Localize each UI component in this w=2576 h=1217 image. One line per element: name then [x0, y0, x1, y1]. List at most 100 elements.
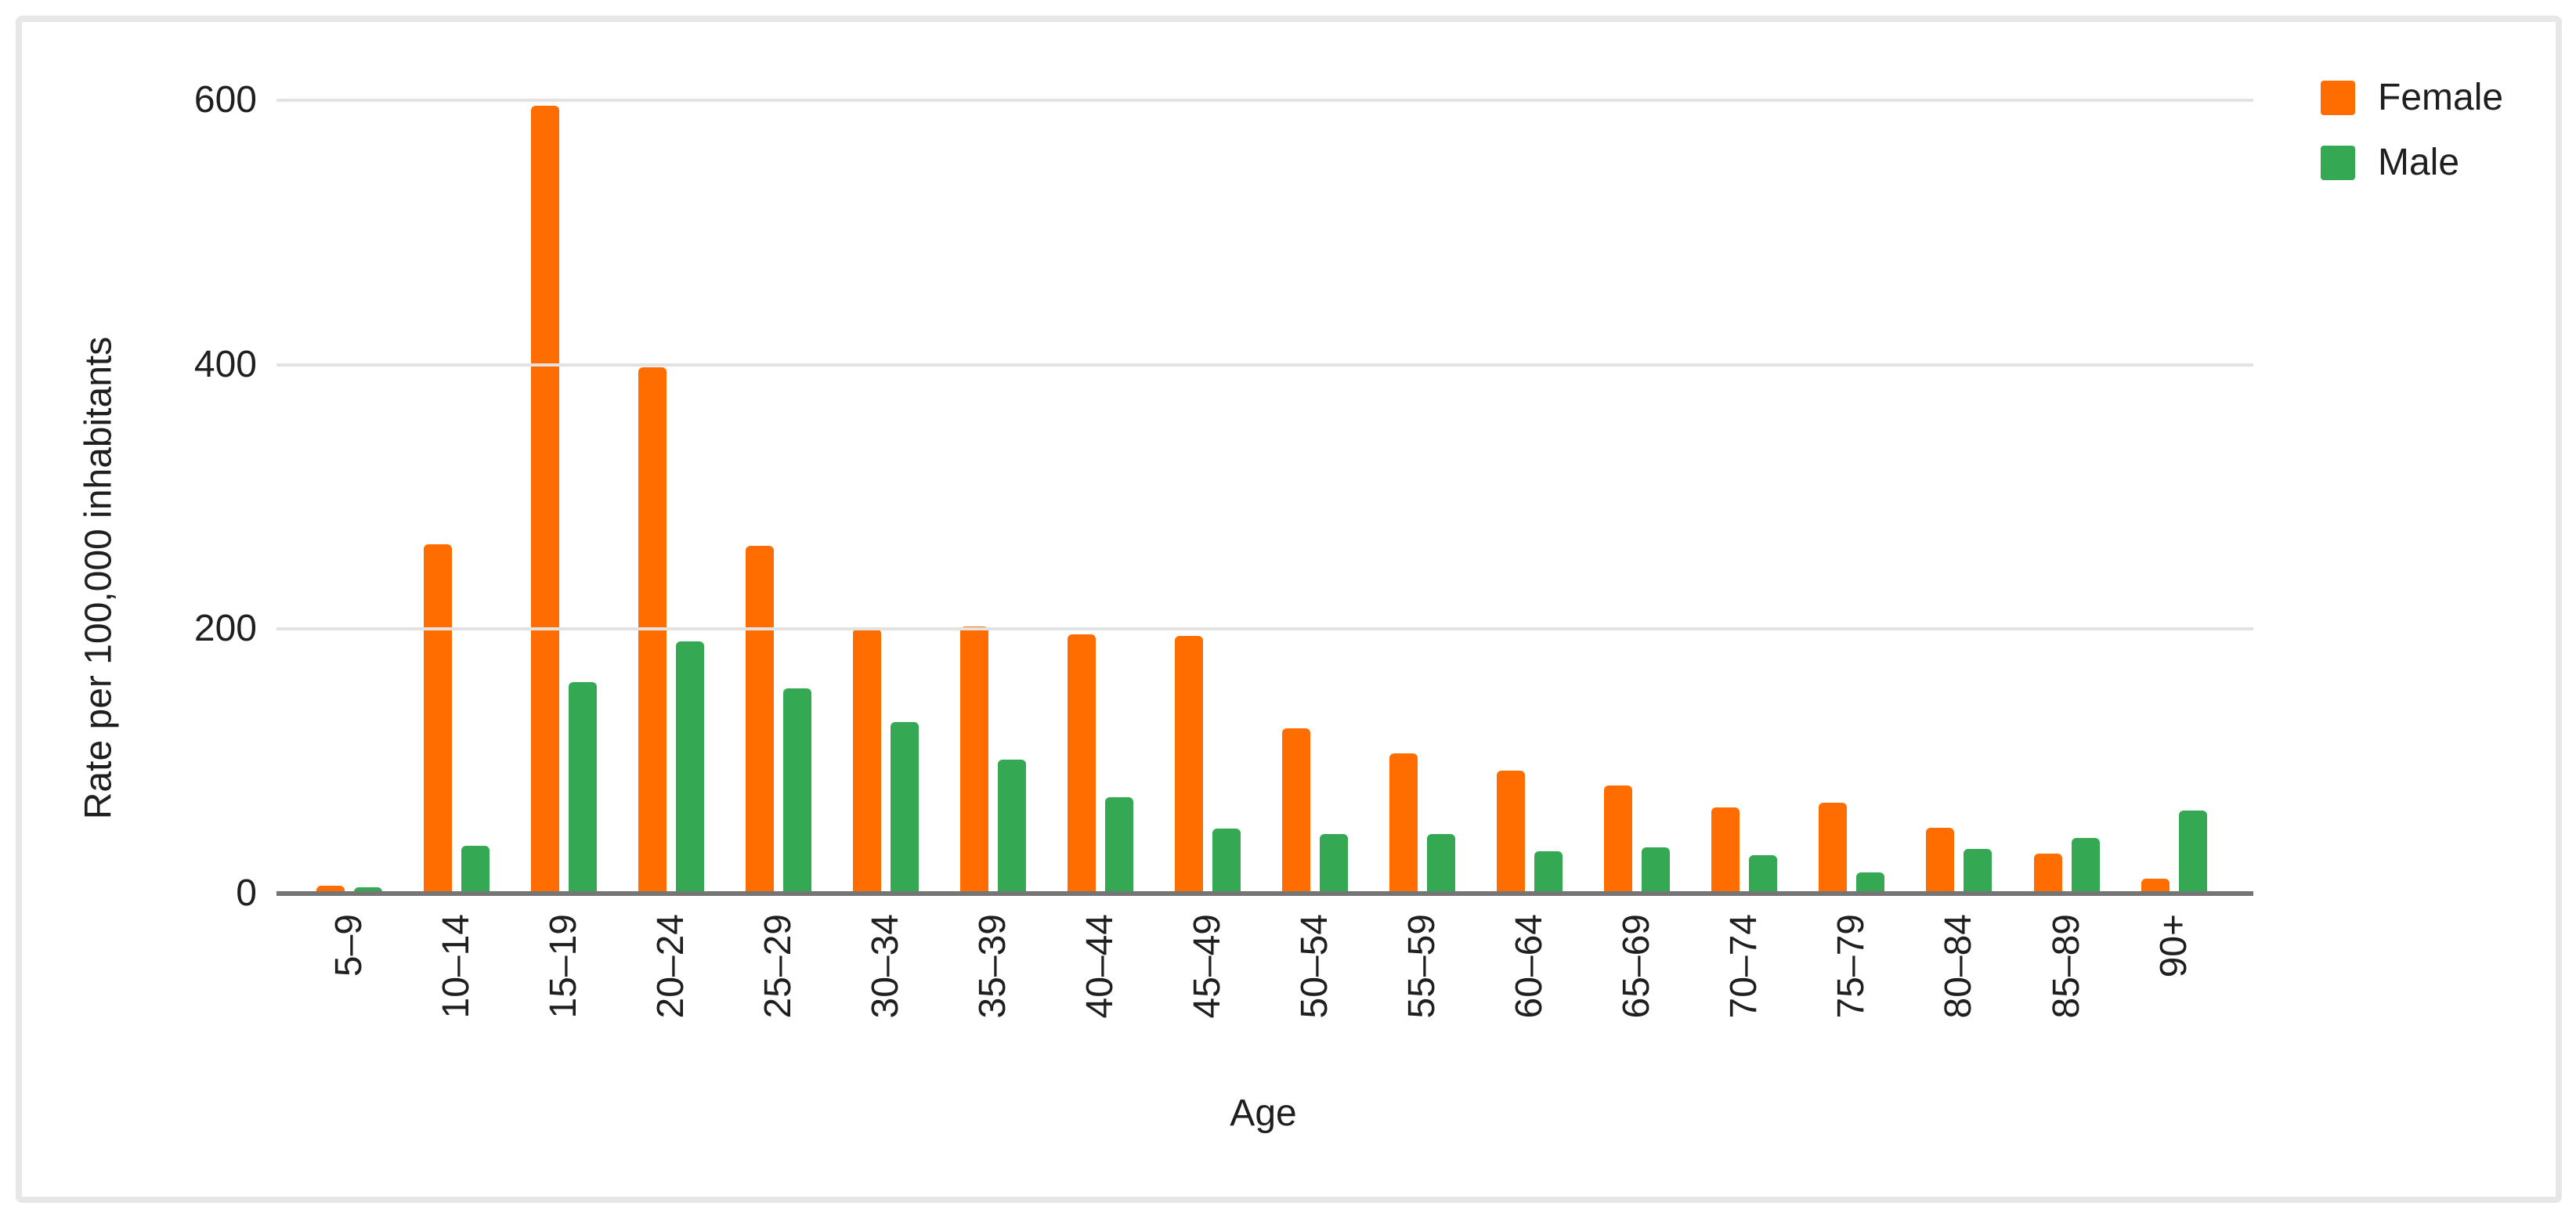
x-label-cell: 55–59 — [1369, 914, 1476, 1086]
bar-male — [1427, 834, 1456, 894]
bar-male — [568, 681, 597, 894]
x-tick-label: 75–79 — [1830, 914, 1873, 1019]
bar-female — [1711, 807, 1740, 894]
bar-male — [997, 760, 1026, 894]
x-tick-label: 60–64 — [1508, 914, 1551, 1019]
plot-area — [276, 99, 2253, 896]
x-label-cell: 90+ — [2120, 914, 2227, 1086]
bar-female — [852, 629, 881, 894]
legend-label: Male — [2378, 142, 2460, 183]
x-tick-label: 50–54 — [1294, 914, 1336, 1019]
bar-male — [1534, 850, 1563, 894]
legend-swatch-icon — [2321, 81, 2355, 115]
x-tick-label: 25–29 — [757, 914, 799, 1019]
x-label-cell: 5–9 — [295, 914, 403, 1086]
bar-group — [939, 100, 1046, 894]
bar-female — [1175, 635, 1204, 894]
bar-male — [1749, 855, 1778, 894]
bar-group — [510, 100, 617, 894]
bar-male — [1104, 796, 1133, 894]
bar-group — [1046, 100, 1154, 894]
bar-group — [1906, 100, 2013, 894]
bar-male — [1642, 847, 1671, 894]
bar-female — [316, 885, 345, 894]
x-label-cell: 15–19 — [510, 914, 617, 1086]
gridline — [276, 363, 2253, 367]
y-tick-label: 600 — [193, 79, 257, 121]
x-label-cell: 65–69 — [1584, 914, 1691, 1086]
x-label-cell: 85–89 — [2013, 914, 2120, 1086]
bar-male — [1964, 848, 1993, 894]
bar-group — [2013, 100, 2120, 894]
bar-female — [959, 626, 988, 894]
bar-male — [675, 641, 704, 894]
bar-female — [1389, 753, 1418, 894]
bar-group — [832, 100, 939, 894]
bar-male — [2071, 838, 2100, 894]
bar-female — [1819, 802, 1848, 894]
bar-female — [2033, 854, 2062, 894]
x-axis-title: Age — [1230, 1092, 1297, 1134]
bar-female — [1497, 771, 1526, 894]
bar-female — [1282, 728, 1311, 894]
x-tick-label: 85–89 — [2045, 914, 2087, 1019]
bar-group — [403, 100, 510, 894]
bar-group — [1798, 100, 1906, 894]
bar-female — [2141, 879, 2170, 894]
x-tick-label: 70–74 — [1723, 914, 1765, 1019]
x-tick-label: 20–24 — [649, 914, 692, 1019]
bar-group — [1584, 100, 1691, 894]
x-tick-label: 30–34 — [864, 914, 906, 1019]
x-tick-label: 5–9 — [327, 914, 370, 977]
bar-male — [461, 846, 490, 894]
gridline — [276, 99, 2253, 102]
y-tick-label: 400 — [193, 343, 257, 385]
bar-male — [2178, 810, 2207, 894]
x-label-cell: 30–34 — [832, 914, 939, 1086]
bar-group — [1691, 100, 1798, 894]
bar-male — [353, 887, 382, 894]
legend-swatch-icon — [2321, 146, 2355, 180]
legend-item-male: Male — [2321, 144, 2503, 182]
x-tick-label: 10–14 — [435, 914, 477, 1019]
bar-group — [724, 100, 832, 894]
x-tick-label: 45–49 — [1187, 914, 1229, 1019]
bar-female — [423, 544, 452, 894]
bar-female — [530, 105, 559, 894]
x-label-cell: 50–54 — [1262, 914, 1369, 1086]
bars-container — [295, 100, 2227, 894]
bar-group — [1369, 100, 1476, 894]
x-label-cell: 80–84 — [1906, 914, 2013, 1086]
bar-male — [1212, 829, 1241, 894]
x-tick-label: 40–44 — [1078, 914, 1121, 1019]
x-label-cell: 45–49 — [1154, 914, 1262, 1086]
y-axis-ticks: 0 200 400 600 — [0, 79, 257, 914]
x-label-cell: 70–74 — [1691, 914, 1798, 1086]
legend: Female Male — [2321, 79, 2503, 182]
x-tick-label: 80–84 — [1938, 914, 1980, 1019]
bar-group — [2120, 100, 2227, 894]
bar-female — [1604, 785, 1633, 894]
x-label-cell: 35–39 — [939, 914, 1046, 1086]
bar-male — [1320, 834, 1349, 894]
bar-group — [1476, 100, 1584, 894]
x-tick-label: 35–39 — [971, 914, 1013, 1019]
bar-female — [745, 545, 774, 894]
x-tick-label: 15–19 — [542, 914, 584, 1019]
x-label-cell: 40–44 — [1046, 914, 1154, 1086]
y-tick-label: 0 — [236, 872, 257, 914]
bar-group — [617, 100, 724, 894]
bar-group — [295, 100, 403, 894]
x-axis-line — [276, 891, 2253, 896]
gridline — [276, 627, 2253, 631]
x-label-cell: 60–64 — [1476, 914, 1584, 1086]
x-label-cell: 20–24 — [617, 914, 724, 1086]
bar-male — [890, 721, 919, 894]
legend-item-female: Female — [2321, 79, 2503, 117]
bar-male — [782, 688, 811, 894]
bar-female — [1926, 827, 1955, 894]
bar-female — [1067, 634, 1096, 894]
x-tick-label: 65–69 — [1616, 914, 1658, 1019]
x-label-cell: 10–14 — [403, 914, 510, 1086]
x-label-cell: 75–79 — [1798, 914, 1906, 1086]
